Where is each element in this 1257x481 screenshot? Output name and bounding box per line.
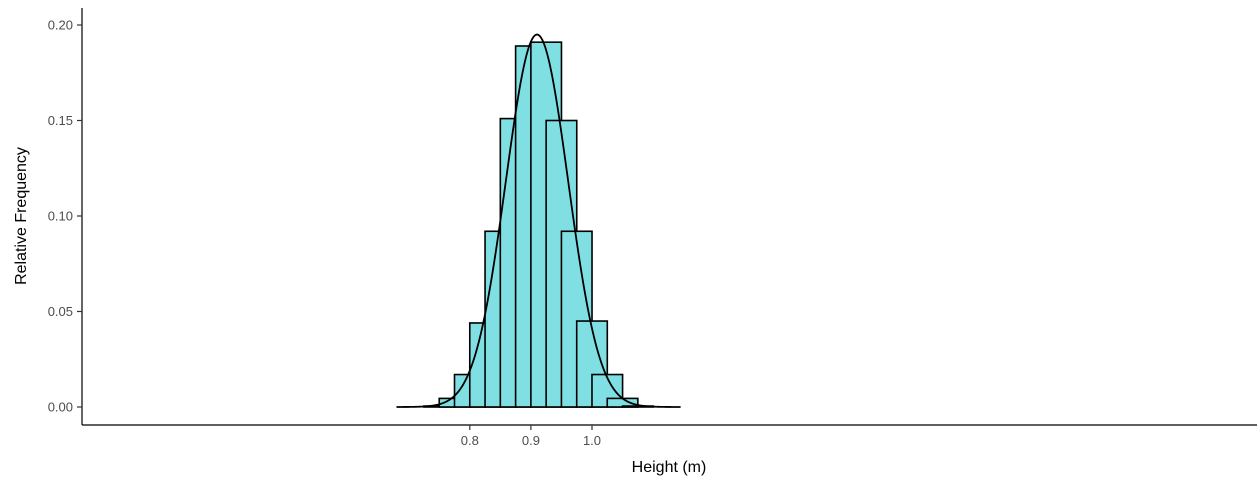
y-axis-ticks: 0.00 0.05 0.10 0.15 0.20 (48, 18, 82, 415)
x-tick-label: 1.0 (583, 433, 601, 448)
x-tick-label: 0.8 (461, 433, 479, 448)
histogram-bars (423, 41, 654, 408)
y-tick-label: 0.10 (48, 209, 73, 224)
y-tick-label: 0.05 (48, 304, 73, 319)
y-tick-label: 0.20 (48, 18, 73, 33)
density-curve (396, 33, 681, 408)
y-axis-title: Relative Frequency (13, 147, 30, 285)
x-axis-title: Height (m) (632, 459, 707, 476)
y-tick-label: 0.00 (48, 400, 73, 415)
y-tick-label: 0.15 (48, 113, 73, 128)
x-axis-ticks: 0.8 0.9 1.0 (461, 425, 601, 448)
x-tick-label: 0.9 (522, 433, 540, 448)
